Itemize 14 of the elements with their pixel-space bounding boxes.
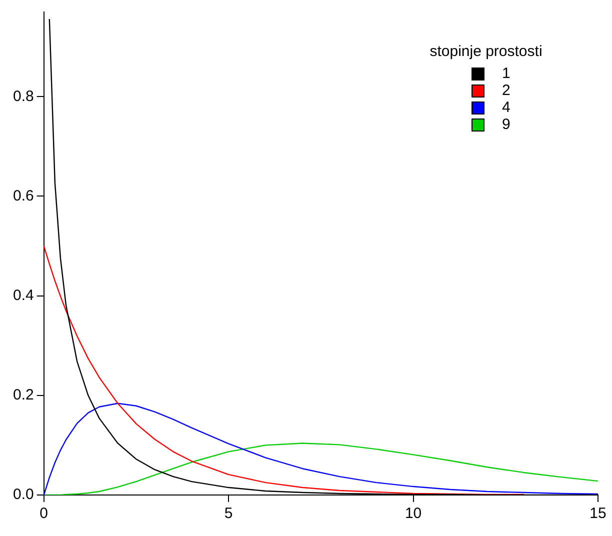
legend-label: 4: [502, 99, 510, 116]
legend-label: 9: [502, 116, 510, 134]
legend-label: 2: [502, 82, 510, 100]
x-tick-label: 5: [224, 505, 233, 522]
x-tick-label: 0: [40, 505, 48, 522]
x-tick-label: 15: [590, 505, 606, 522]
y-tick-label: 0.0: [12, 486, 34, 504]
legend-label: 1: [502, 65, 510, 82]
y-tick-label: 0.6: [12, 187, 34, 204]
y-tick-label: 0.2: [12, 386, 34, 404]
x-tick-label: 10: [404, 505, 422, 522]
y-tick-label: 0.8: [12, 88, 34, 105]
legend-title: stopinje prostosti: [430, 43, 542, 60]
y-tick-label: 0.4: [12, 286, 34, 304]
